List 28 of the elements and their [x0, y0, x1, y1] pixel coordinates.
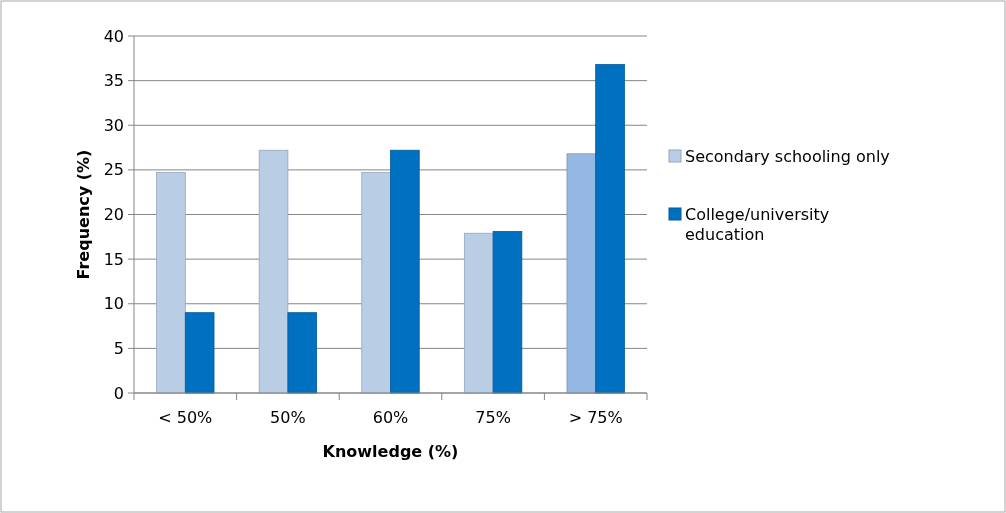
- bar: [258, 149, 289, 394]
- bar: [156, 172, 186, 394]
- legend-label: Secondary schooling only: [685, 146, 890, 166]
- bar: [184, 312, 215, 394]
- bar: [361, 172, 391, 394]
- bar: [463, 232, 494, 394]
- x-tick-label: > 75%: [568, 408, 623, 427]
- x-tick-label: 60%: [372, 408, 409, 427]
- x-tick-label: < 50%: [158, 408, 213, 427]
- bar: [390, 149, 420, 394]
- legend-label: College/university education: [685, 204, 830, 245]
- y-tick-label: 20: [103, 205, 124, 225]
- y-tick-label: 5: [113, 338, 124, 358]
- y-tick-label: 10: [103, 294, 124, 314]
- y-axis-title: Frequency (%): [74, 149, 93, 280]
- y-tick-label: 25: [103, 160, 124, 180]
- bar: [566, 153, 597, 394]
- x-tick-label: 75%: [475, 408, 511, 427]
- bar: [492, 231, 523, 394]
- y-tick-label: 30: [103, 115, 124, 135]
- x-tick-label: 50%: [270, 408, 306, 427]
- y-tick-label: 40: [103, 26, 124, 46]
- x-axis-title: Knowledge (%): [322, 442, 459, 461]
- bar: [595, 64, 625, 394]
- y-tick-label: 0: [113, 383, 124, 403]
- bar: [287, 312, 318, 394]
- y-tick-label: 35: [103, 71, 124, 91]
- y-tick-label: 15: [103, 249, 124, 269]
